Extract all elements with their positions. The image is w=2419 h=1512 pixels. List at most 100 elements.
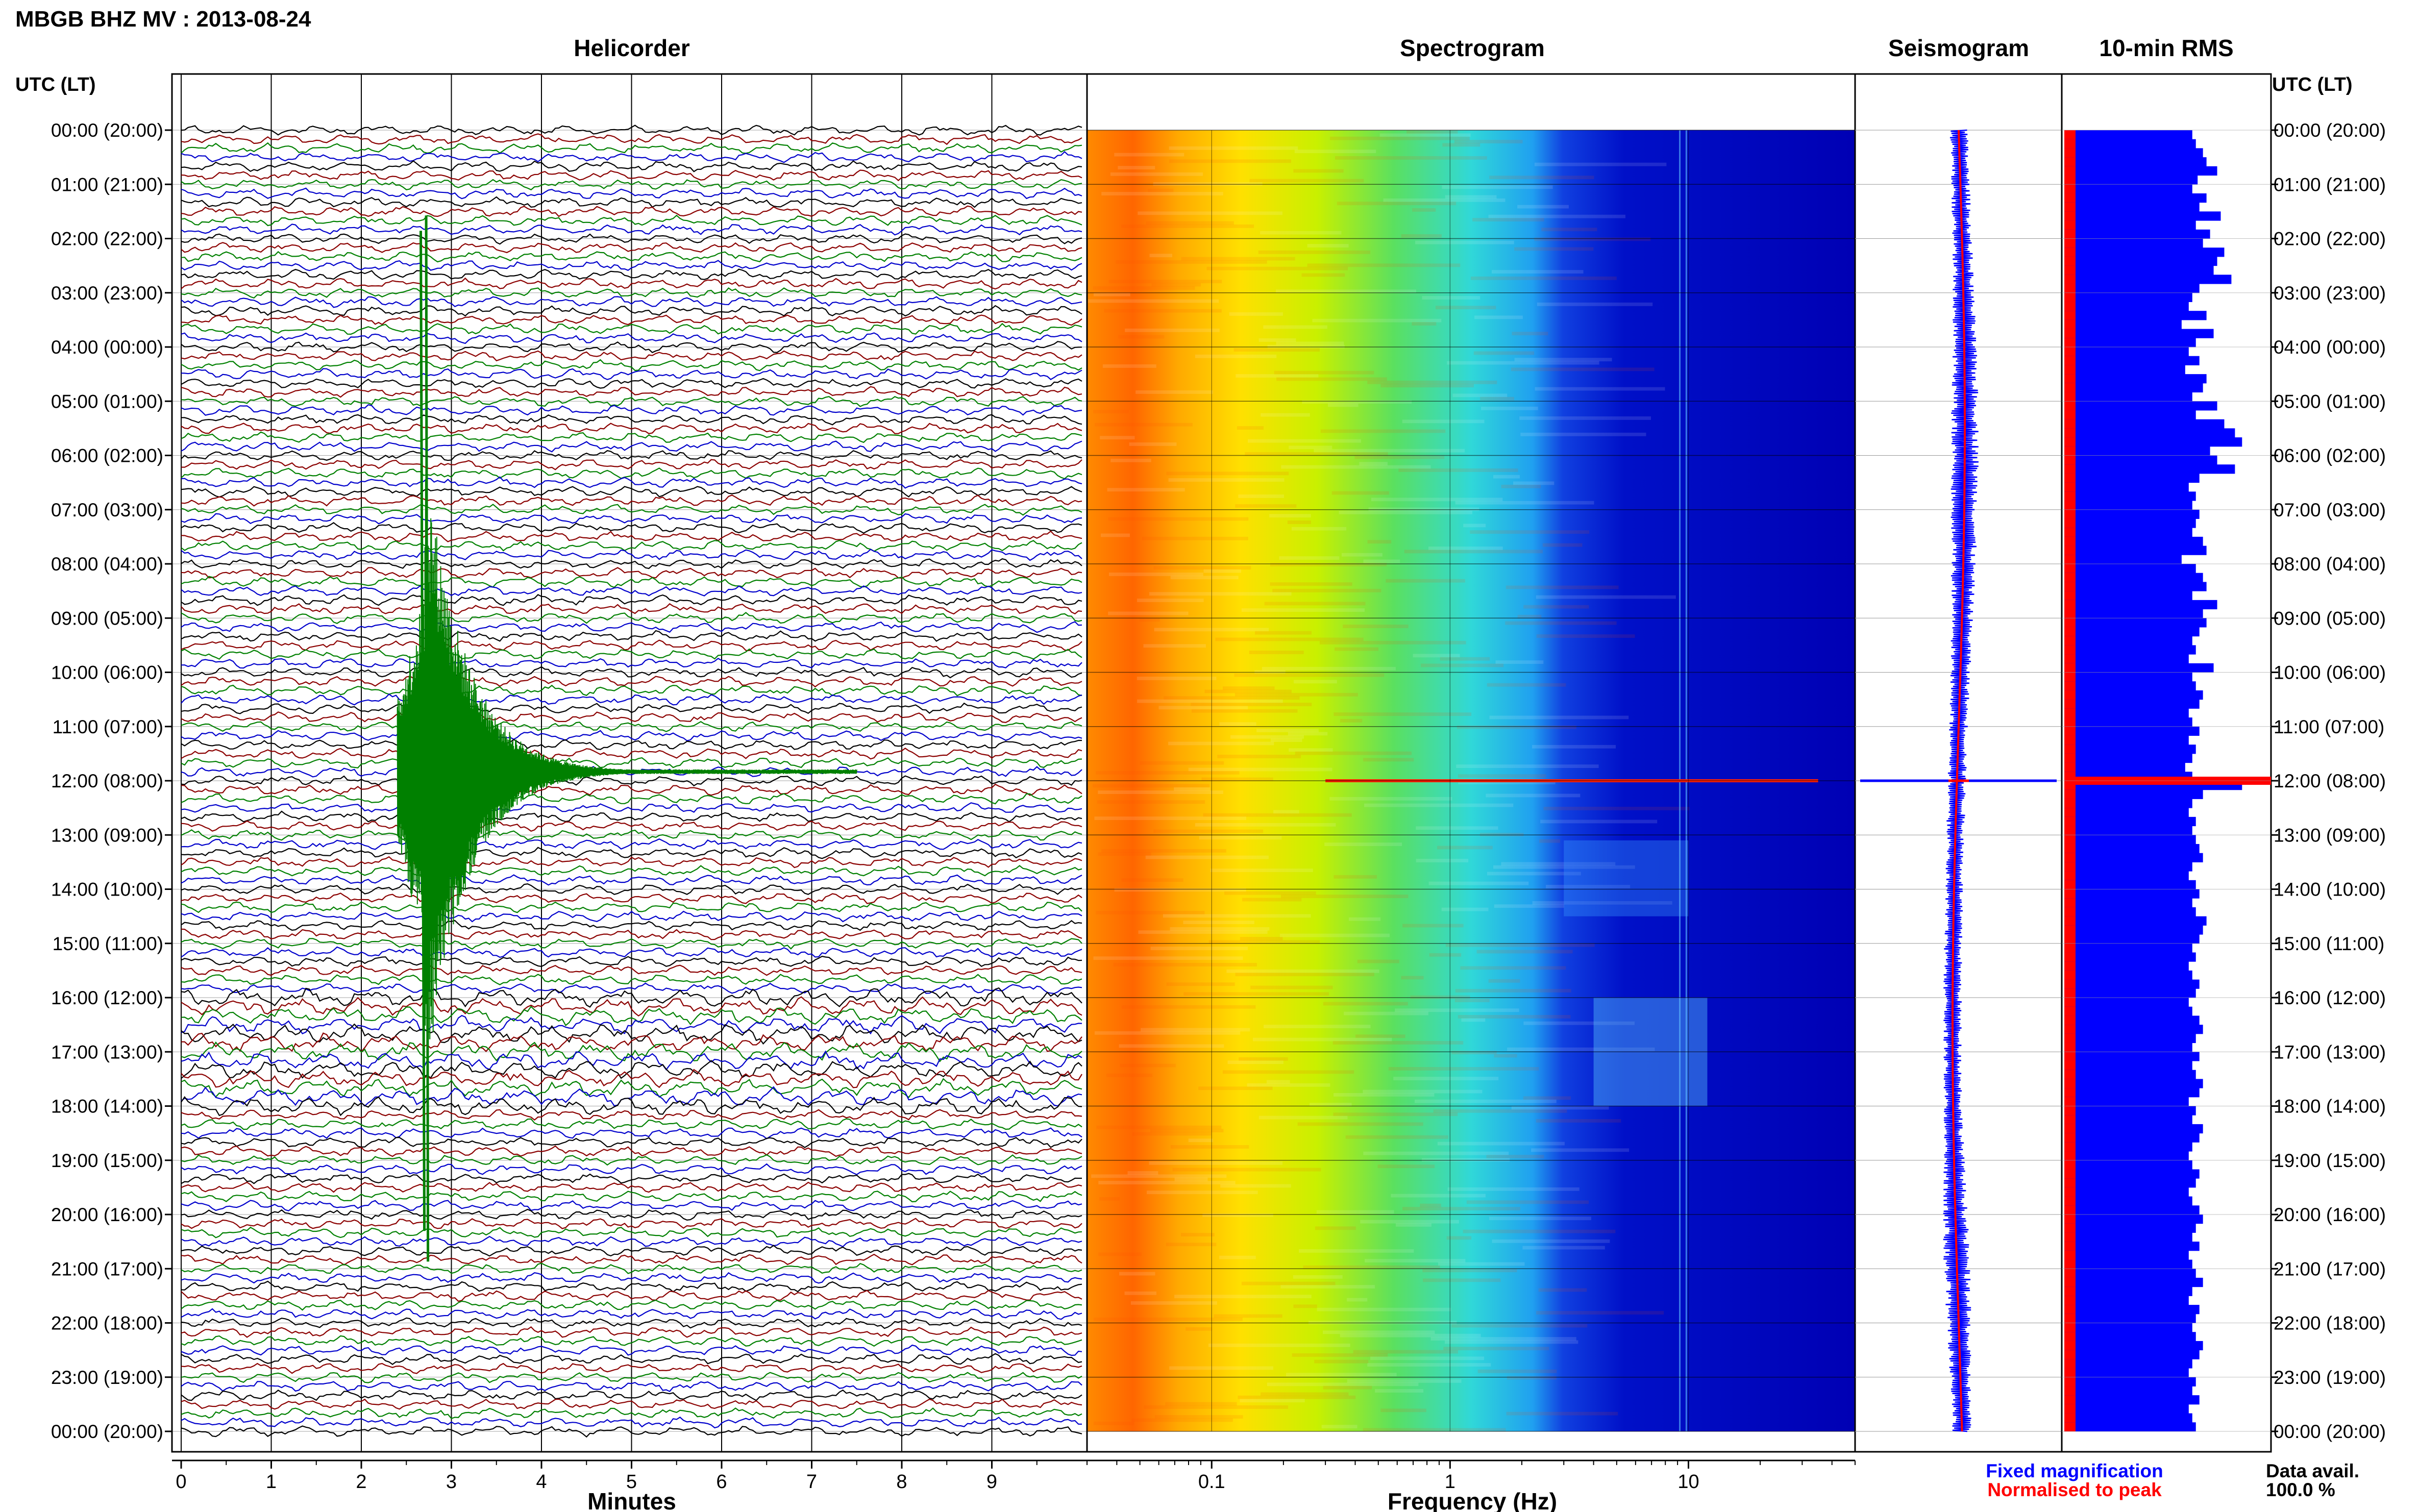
time-label-left: 16:00 (12:00) xyxy=(51,987,163,1008)
rms-bar-normalised xyxy=(2064,1368,2076,1378)
spectrogram-texture xyxy=(1428,547,1503,550)
spectrogram-texture xyxy=(1108,280,1222,284)
spectrogram-panel xyxy=(1086,73,1856,1453)
helicorder-trace xyxy=(181,277,1082,290)
rms-bar xyxy=(2064,745,2196,754)
rms-bar xyxy=(2064,1332,2196,1342)
spectrogram-texture xyxy=(1239,1057,1288,1061)
spectrogram-texture xyxy=(1517,614,1542,618)
spectrogram-texture xyxy=(1174,787,1211,791)
rms-bar xyxy=(2064,952,2196,962)
spectrogram-texture xyxy=(1262,666,1396,671)
rms-bar-normalised xyxy=(2064,338,2076,348)
spectrogram-texture xyxy=(1153,566,1251,570)
spectrogram-texture xyxy=(1294,150,1376,154)
rms-bar-normalised xyxy=(2064,844,2076,854)
helicorder-trace xyxy=(181,1235,1082,1248)
rms-bar-normalised xyxy=(2064,238,2076,248)
helicorder-trace xyxy=(181,1407,1082,1420)
helicorder-trace xyxy=(181,1005,1082,1027)
spectrogram-texture xyxy=(1174,1177,1208,1181)
spectrogram-texture xyxy=(1188,767,1332,772)
helicorder-trace xyxy=(181,196,1082,208)
spectrogram-texture xyxy=(1363,1428,1506,1432)
data-avail-label: Data avail. xyxy=(2266,1460,2359,1481)
rms-bar-normalised xyxy=(2064,934,2076,944)
spectrogram-texture xyxy=(1429,953,1462,957)
time-label-left: 08:00 (04:00) xyxy=(51,554,163,575)
rms-bar-normalised xyxy=(2064,708,2076,718)
spectrogram-texture xyxy=(1386,579,1465,583)
spectrogram-texture xyxy=(1174,1295,1312,1299)
spectrogram-texture xyxy=(1363,1089,1483,1094)
time-label-right: 14:00 (10:00) xyxy=(2274,879,2386,900)
rms-bar-normalised xyxy=(2064,473,2076,483)
spectrogram-texture xyxy=(1100,533,1130,537)
helicorder-trace xyxy=(181,450,1082,461)
rms-bar-normalised xyxy=(2064,1133,2076,1143)
spectrogram-texture xyxy=(1331,491,1390,495)
rms-bar xyxy=(2064,546,2207,555)
spectrogram-texture xyxy=(1501,862,1616,866)
spectrogram-texture xyxy=(1472,218,1544,221)
spectrogram-texture xyxy=(1124,1291,1157,1295)
time-label-left: 14:00 (10:00) xyxy=(51,879,163,900)
rms-bar-normalised xyxy=(2064,816,2076,827)
rms-bar-normalised xyxy=(2064,1033,2076,1044)
rms-bar xyxy=(2064,383,2203,393)
spectrogram-texture xyxy=(1340,718,1363,723)
rms-bar-normalised xyxy=(2064,573,2076,582)
spectrogram-texture xyxy=(1402,1207,1520,1210)
rms-bar xyxy=(2064,636,2192,646)
spectrogram-texture xyxy=(1096,1125,1222,1129)
helicorder-trace xyxy=(181,766,1082,778)
rms-bar xyxy=(2064,717,2192,727)
spectrogram-texture xyxy=(1110,172,1203,176)
spectrogram-texture xyxy=(1416,859,1469,862)
rms-bar-normalised xyxy=(2064,735,2076,745)
spectrogram-texture xyxy=(1264,1025,1371,1028)
spectrogram-texture xyxy=(1393,1077,1499,1080)
rms-bar-normalised xyxy=(2064,862,2076,872)
spectrogram-texture xyxy=(1337,202,1457,206)
spectrogram-texture xyxy=(1092,784,1210,788)
rms-bar-normalised xyxy=(2064,501,2076,510)
spectrogram-texture xyxy=(1413,654,1460,658)
spectrogram-texture xyxy=(1164,696,1300,700)
right-time-header: UTC (LT) xyxy=(2272,74,2353,95)
helicorder-trace xyxy=(181,1050,1082,1071)
helicorder-trace xyxy=(181,730,1082,741)
helicorder-trace xyxy=(181,1245,1082,1257)
spectrogram-texture xyxy=(1241,1281,1336,1285)
spectrogram-texture xyxy=(1415,240,1514,244)
spectrogram-texture xyxy=(1125,328,1220,332)
rms-bar xyxy=(2064,862,2192,872)
spectrogram-texture xyxy=(1183,992,1329,996)
rms-bar xyxy=(2064,202,2200,212)
spectrogram-texture xyxy=(1094,816,1247,820)
spectrogram-texture xyxy=(1363,758,1414,762)
rms-bar-normalised xyxy=(2064,1404,2076,1414)
spectrogram-texture xyxy=(1149,592,1292,596)
spectrogram-texture xyxy=(1488,979,1520,983)
helicorder-title: Helicorder xyxy=(574,35,690,61)
rms-bar-normalised xyxy=(2064,455,2076,465)
spectrogram-texture xyxy=(1517,205,1569,209)
helicorder-trace xyxy=(181,793,1082,805)
rms-bar-normalised xyxy=(2064,229,2076,239)
rms-bar-normalised xyxy=(2064,184,2076,194)
rms-bar-normalised xyxy=(2064,681,2076,691)
spectrogram-texture xyxy=(1108,517,1249,521)
rms-bar-normalised xyxy=(2064,998,2076,1007)
rms-bar xyxy=(2064,130,2192,140)
rms-bar-normalised xyxy=(2064,1196,2076,1206)
rms-bar xyxy=(2064,284,2200,293)
rms-bar xyxy=(2064,645,2196,655)
spectrogram-texture xyxy=(1452,393,1508,398)
spectrogram-texture xyxy=(1170,576,1239,580)
spectrogram-texture xyxy=(1481,406,1538,410)
spectrogram-texture xyxy=(1093,292,1130,296)
spectrogram-texture xyxy=(1466,1200,1589,1204)
rms-bar-normalised xyxy=(2064,1124,2076,1134)
spectrogram-texture xyxy=(1158,706,1248,710)
